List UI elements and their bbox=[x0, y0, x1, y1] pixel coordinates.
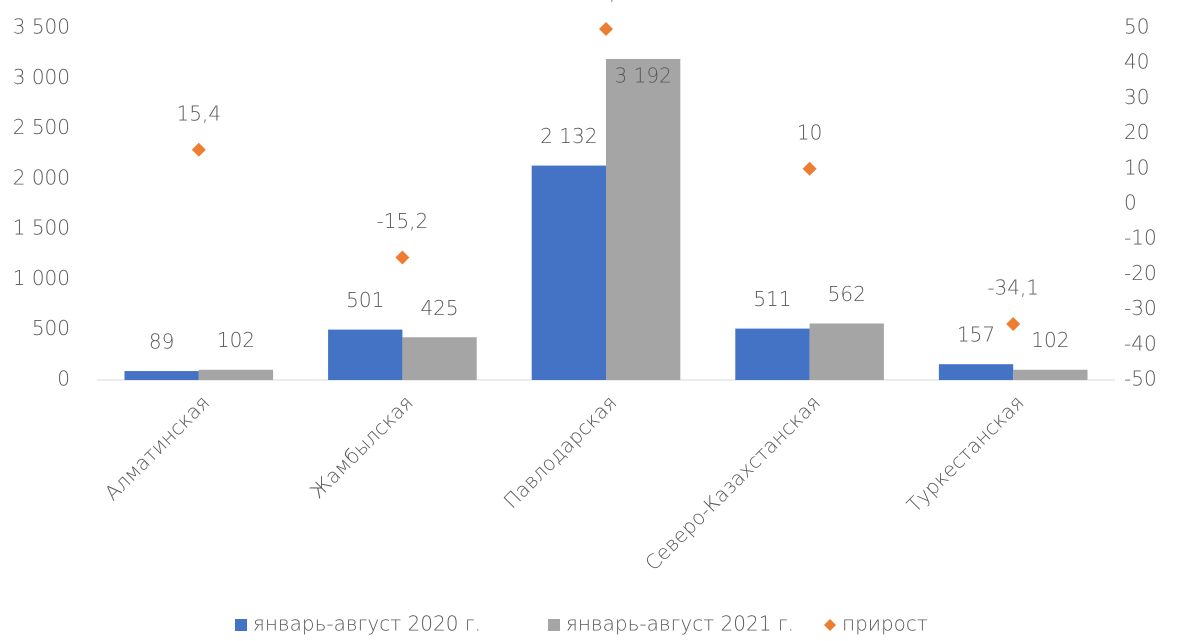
y2-tick-label: 50 bbox=[1124, 15, 1149, 39]
y-tick-label: 1 500 bbox=[13, 216, 70, 240]
marker bbox=[802, 161, 817, 176]
data-label: -15,2 bbox=[377, 209, 429, 233]
y-tick-label: 1 000 bbox=[13, 266, 70, 290]
data-label: 15,4 bbox=[177, 101, 222, 125]
data-label: 2 132 bbox=[540, 124, 597, 148]
data-label: 425 bbox=[420, 296, 458, 320]
x-tick-label: Павлодарская bbox=[499, 390, 622, 513]
marker bbox=[599, 22, 613, 37]
y2-tick-label: 0 bbox=[1124, 191, 1137, 215]
y2-tick-label: 40 bbox=[1124, 50, 1149, 74]
y-tick-label: 500 bbox=[32, 316, 70, 340]
marker bbox=[191, 142, 206, 157]
legend-label: январь-август 2021 г. bbox=[566, 612, 794, 636]
bar bbox=[328, 329, 403, 380]
data-label: 89 bbox=[149, 330, 174, 354]
legend-label: январь-август 2020 г. bbox=[253, 612, 481, 636]
bar bbox=[402, 337, 477, 380]
x-tick-label: Алматинская bbox=[100, 390, 215, 505]
y2-tick-label: -40 bbox=[1124, 331, 1157, 355]
marker bbox=[395, 250, 410, 265]
data-label: 3 192 bbox=[615, 63, 672, 87]
bar bbox=[606, 58, 681, 380]
y2-tick-label: 30 bbox=[1124, 85, 1149, 109]
marker bbox=[1006, 317, 1021, 332]
data-label: -34,1 bbox=[987, 276, 1039, 300]
data-label: 102 bbox=[1031, 328, 1069, 352]
y-tick-label: 2 000 bbox=[13, 165, 70, 189]
data-label: 157 bbox=[957, 323, 995, 347]
y-tick-label: 3 500 bbox=[13, 15, 70, 39]
bar bbox=[735, 328, 810, 380]
data-label: 49,7 bbox=[584, 0, 629, 5]
y2-tick-label: 20 bbox=[1124, 120, 1149, 144]
data-label: 562 bbox=[828, 282, 866, 306]
x-tick-label: Туркестанская bbox=[902, 390, 1029, 517]
bar bbox=[938, 364, 1014, 380]
y2-tick-label: -50 bbox=[1124, 367, 1157, 391]
y2-tick-label: -20 bbox=[1124, 261, 1157, 285]
y2-tick-label: -30 bbox=[1124, 296, 1157, 320]
bar bbox=[531, 165, 606, 380]
y-tick-label: 0 bbox=[57, 367, 70, 391]
data-label: 501 bbox=[346, 288, 384, 312]
x-tick-label: Жамбылская bbox=[305, 390, 418, 503]
y2-tick-label: -10 bbox=[1124, 226, 1157, 250]
data-label: 102 bbox=[217, 328, 255, 352]
legend-marker bbox=[235, 619, 247, 631]
bar bbox=[809, 323, 884, 380]
legend-marker bbox=[548, 619, 560, 631]
y-tick-label: 3 000 bbox=[13, 65, 70, 89]
data-label: 10 bbox=[797, 120, 822, 144]
legend-label: прирост bbox=[842, 612, 928, 636]
legend-marker bbox=[824, 619, 836, 631]
y2-tick-label: 10 bbox=[1124, 155, 1149, 179]
bar bbox=[198, 369, 274, 380]
data-label: 511 bbox=[753, 287, 791, 311]
x-tick-label: Северо-Казахстанская bbox=[640, 390, 825, 575]
bar bbox=[124, 371, 199, 380]
bar bbox=[1013, 369, 1088, 380]
y-tick-label: 2 500 bbox=[13, 115, 70, 139]
